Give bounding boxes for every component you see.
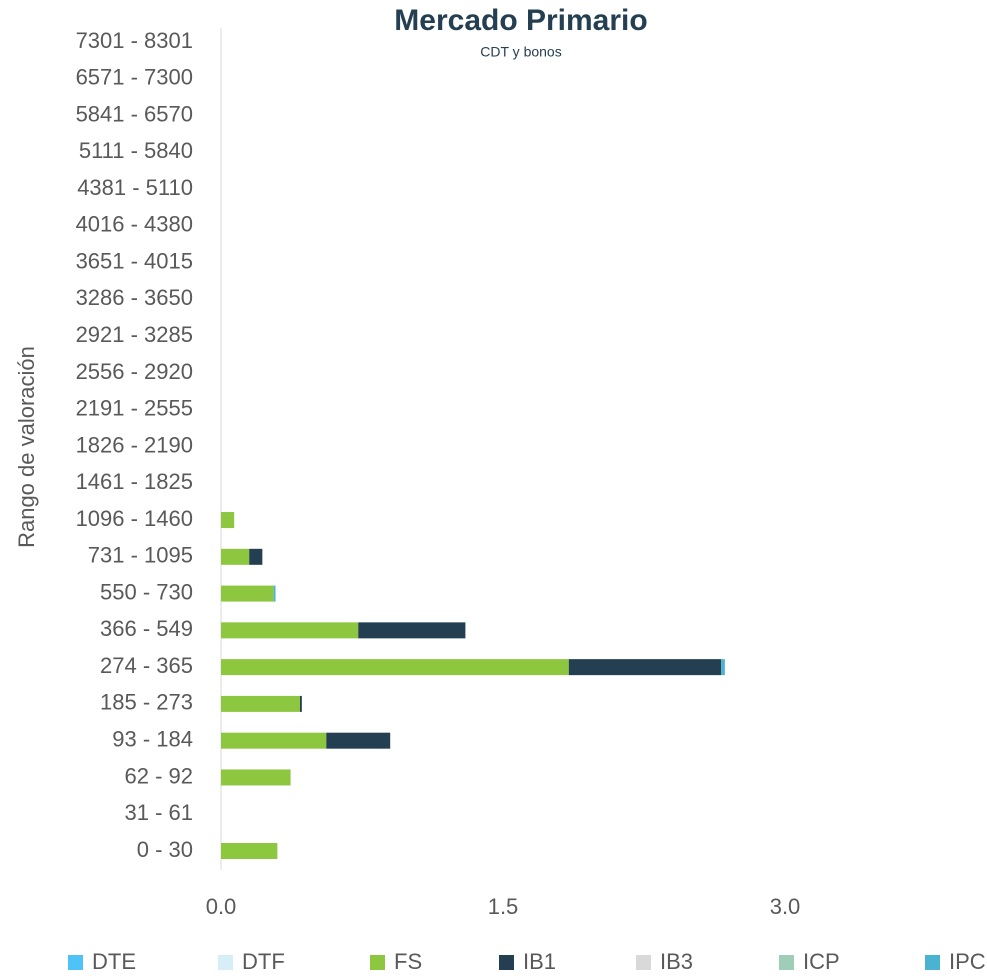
- bar-segment: [299, 695, 302, 712]
- legend-label: IB1: [523, 949, 556, 973]
- y-tick-label: 2921 - 3285: [76, 322, 193, 347]
- y-tick-label: 185 - 273: [100, 690, 193, 715]
- legend-swatch: [370, 955, 385, 970]
- bar-segment: [358, 622, 466, 639]
- legend-swatch: [499, 955, 514, 970]
- bar-segment: [221, 512, 235, 529]
- chart-title: Mercado Primario: [394, 4, 647, 37]
- legend-label: IPC: [949, 949, 986, 973]
- y-tick-label: 1461 - 1825: [76, 469, 193, 494]
- y-tick-label: 550 - 730: [100, 579, 193, 604]
- y-tick-label: 1096 - 1460: [76, 506, 193, 531]
- bar-segment: [721, 659, 725, 676]
- legend-label: FS: [394, 949, 422, 973]
- y-tick-label: 6571 - 7300: [76, 65, 193, 90]
- legend-label: DTE: [92, 949, 136, 973]
- bar-segment: [221, 732, 327, 749]
- bar-segment: [221, 548, 250, 565]
- y-tick-label: 4016 - 4380: [76, 212, 193, 237]
- bar-segment: [221, 769, 291, 786]
- y-tick-label: 731 - 1095: [88, 543, 193, 568]
- legend-swatch: [779, 955, 794, 970]
- bar-segment: [273, 585, 276, 602]
- bar-segment: [221, 695, 300, 712]
- legend-swatch: [636, 955, 651, 970]
- x-tick-label: 1.5: [488, 894, 519, 919]
- bar-segment: [221, 659, 569, 676]
- bar-segment: [221, 585, 274, 602]
- legend-swatch: [218, 955, 233, 970]
- y-tick-label: 1826 - 2190: [76, 432, 193, 457]
- bar-segment: [221, 843, 278, 859]
- y-tick-label: 366 - 549: [100, 616, 193, 641]
- y-tick-label: 2556 - 2920: [76, 359, 193, 384]
- y-tick-label: 3286 - 3650: [76, 285, 193, 310]
- bar-segment: [249, 548, 263, 565]
- legend-swatch: [925, 955, 940, 970]
- y-tick-label: 3651 - 4015: [76, 248, 193, 273]
- x-tick-label: 0.0: [206, 894, 237, 919]
- y-tick-label: 7301 - 8301: [76, 28, 193, 53]
- chart-subtitle: CDT y bonos: [480, 44, 561, 60]
- y-tick-label: 274 - 365: [100, 653, 193, 678]
- y-tick-label: 5111 - 5840: [79, 138, 193, 163]
- y-tick-label: 0 - 30: [137, 837, 193, 862]
- legend-label: IB3: [660, 949, 693, 973]
- bar-segment: [221, 622, 359, 639]
- bar-segment: [568, 659, 722, 676]
- legend-label: ICP: [803, 949, 840, 973]
- legend-swatch: [68, 955, 83, 970]
- y-tick-label: 31 - 61: [125, 800, 194, 825]
- y-tick-label: 2191 - 2555: [76, 396, 193, 421]
- bar-segment: [326, 732, 391, 749]
- y-axis-label: Rango de valoración: [14, 346, 39, 548]
- y-tick-label: 93 - 184: [112, 726, 193, 751]
- legend-label: DTF: [242, 949, 285, 973]
- x-tick-label: 3.0: [770, 894, 801, 919]
- y-tick-label: 62 - 92: [125, 763, 194, 788]
- y-tick-label: 4381 - 5110: [77, 175, 193, 200]
- y-tick-label: 5841 - 6570: [76, 101, 193, 126]
